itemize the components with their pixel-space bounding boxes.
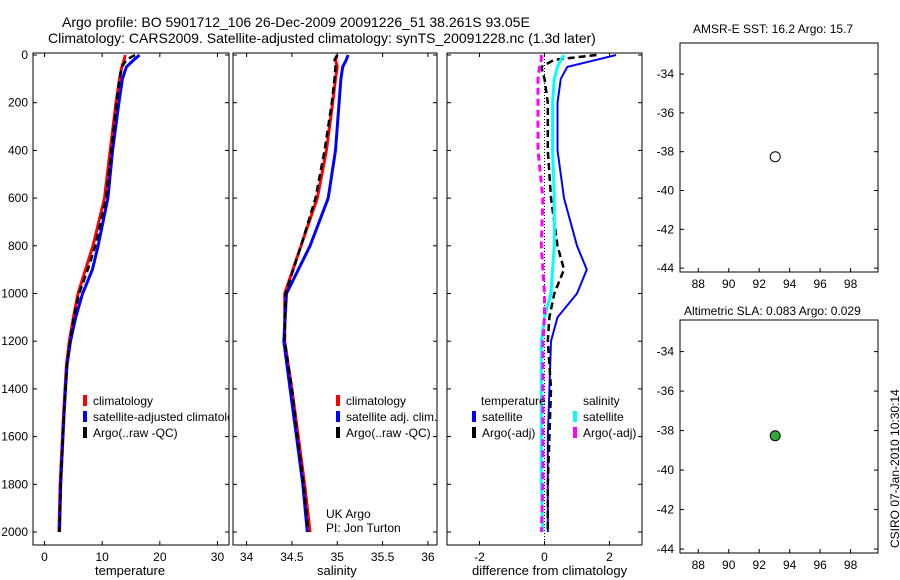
legend-satellite: satellite-adjusted climatology xyxy=(93,410,229,424)
sst-map-title: AMSR-E SST: 16.2 Argo: 15.7 xyxy=(693,22,854,36)
profile-line-temperature-satellite xyxy=(546,54,617,532)
argo-location-marker xyxy=(769,151,781,163)
map-x-tick-label: 98 xyxy=(844,558,858,572)
legend-argo: Argo(..raw -QC) xyxy=(93,426,178,440)
y-tick-label: 0 xyxy=(21,48,28,62)
map-x-tick-label: 94 xyxy=(783,558,797,572)
legend-climatology: climatology xyxy=(93,394,154,408)
y-tick-label: 1800 xyxy=(1,477,28,491)
profile-line-salinity-satellite xyxy=(539,54,566,533)
map-y-tick-label: -42 xyxy=(657,222,675,236)
pi-line-2: PI: Jon Turton xyxy=(326,521,401,535)
x-tick-label: -2 xyxy=(474,550,485,564)
map-x-tick-label: 96 xyxy=(813,558,827,572)
map-y-tick-label: -40 xyxy=(657,463,675,477)
sla-map-title: Altimetric SLA: 0.083 Argo: 0.029 xyxy=(684,304,861,318)
title-line-2: Climatology: CARS2009. Satellite-adjuste… xyxy=(48,30,596,46)
profile-line-satellite-adj-clim- xyxy=(282,54,350,533)
map-y-tick-label: -36 xyxy=(657,106,675,120)
profile-line-argo xyxy=(58,53,136,533)
map-frame xyxy=(679,319,879,554)
y-tick-label: 200 xyxy=(8,96,28,110)
argo-location-marker xyxy=(769,430,781,442)
x-tick-label: 30 xyxy=(211,550,225,564)
map-y-tick-label: -36 xyxy=(657,384,675,398)
map-y-tick-label: -40 xyxy=(657,183,675,197)
xlabel-difference: difference from climatology xyxy=(472,563,628,578)
map-y-tick-label: -34 xyxy=(657,67,675,81)
map-y-tick-label: -38 xyxy=(657,424,675,438)
map-x-tick-label: 90 xyxy=(722,558,736,572)
x-tick-label: 20 xyxy=(153,550,167,564)
legend-sal-satellite: satellite xyxy=(583,410,624,424)
x-tick-label: 34.5 xyxy=(280,550,304,564)
map-x-tick-label: 94 xyxy=(783,277,797,291)
profile-line-satellite-adjusted-climatology xyxy=(58,53,141,533)
y-tick-label: 600 xyxy=(8,191,28,205)
legend-argo: Argo(..raw -QC) xyxy=(346,426,431,440)
legend-sal-argo: Argo(-adj) xyxy=(583,426,637,440)
axes-frame xyxy=(232,52,438,546)
legend-diff-salinity: salinity satellite Argo(-adj) xyxy=(573,393,636,441)
legend-diff-temperature: temperature satellite Argo(-adj) xyxy=(472,393,546,441)
legend-temp-satellite: satellite xyxy=(482,410,523,424)
map-x-tick-label: 88 xyxy=(692,277,706,291)
profile-line-temperature-argo-adj- xyxy=(539,53,597,532)
x-tick-label: 35 xyxy=(331,550,345,564)
y-tick-label: 400 xyxy=(8,143,28,157)
map-y-tick-label: -42 xyxy=(657,503,675,517)
x-tick-label: 36 xyxy=(421,550,435,564)
y-tick-label: 1000 xyxy=(1,287,28,301)
map-y-tick-label: -34 xyxy=(657,345,675,359)
x-tick-label: 0 xyxy=(41,550,48,564)
pi-line-1: UK Argo xyxy=(326,507,371,521)
x-tick-label: 2 xyxy=(606,550,613,564)
map-y-tick-label: -44 xyxy=(657,542,675,556)
profile-line-salinity-argo-adj- xyxy=(536,55,546,533)
map-y-tick-label: -38 xyxy=(657,145,675,159)
map-frame xyxy=(679,42,879,273)
map-x-tick-label: 96 xyxy=(813,277,827,291)
xlabel-salinity: salinity xyxy=(317,563,357,578)
map-x-tick-label: 92 xyxy=(753,558,767,572)
map-x-tick-label: 88 xyxy=(692,558,706,572)
x-tick-label: 34 xyxy=(240,550,254,564)
legend-title-temperature: temperature xyxy=(481,394,546,408)
x-tick-label: 35.5 xyxy=(371,550,395,564)
title-line-1: Argo profile: BO 5901712_106 26-Dec-2009… xyxy=(62,14,530,30)
xlabel-temperature: temperature xyxy=(95,563,166,578)
map-y-tick-label: -44 xyxy=(657,261,675,275)
y-tick-label: 1200 xyxy=(1,334,28,348)
legend-salinity: climatology satellite adj. clim. Argo(..… xyxy=(336,393,437,441)
map-x-tick-label: 90 xyxy=(722,277,736,291)
y-tick-label: 800 xyxy=(8,239,28,253)
y-tick-label: 1400 xyxy=(1,382,28,396)
map-x-tick-label: 98 xyxy=(844,277,858,291)
legend-satellite: satellite adj. clim. xyxy=(346,410,438,424)
legend-temp-argo: Argo(-adj) xyxy=(482,426,536,440)
map-x-tick-label: 92 xyxy=(753,277,767,291)
x-tick-label: 10 xyxy=(95,550,109,564)
profile-line-argo xyxy=(283,54,339,533)
y-tick-label: 2000 xyxy=(1,525,28,539)
legend-climatology: climatology xyxy=(346,394,407,408)
x-tick-label: 0 xyxy=(541,550,548,564)
y-tick-label: 1600 xyxy=(1,430,28,444)
legend-temperature: climatology satellite-adjusted climatolo… xyxy=(83,393,229,441)
axes-frame xyxy=(32,52,230,546)
credit-text: CSIRO 07-Jan-2010 10:30:14 xyxy=(888,389,900,548)
legend-title-salinity: salinity xyxy=(583,394,620,408)
